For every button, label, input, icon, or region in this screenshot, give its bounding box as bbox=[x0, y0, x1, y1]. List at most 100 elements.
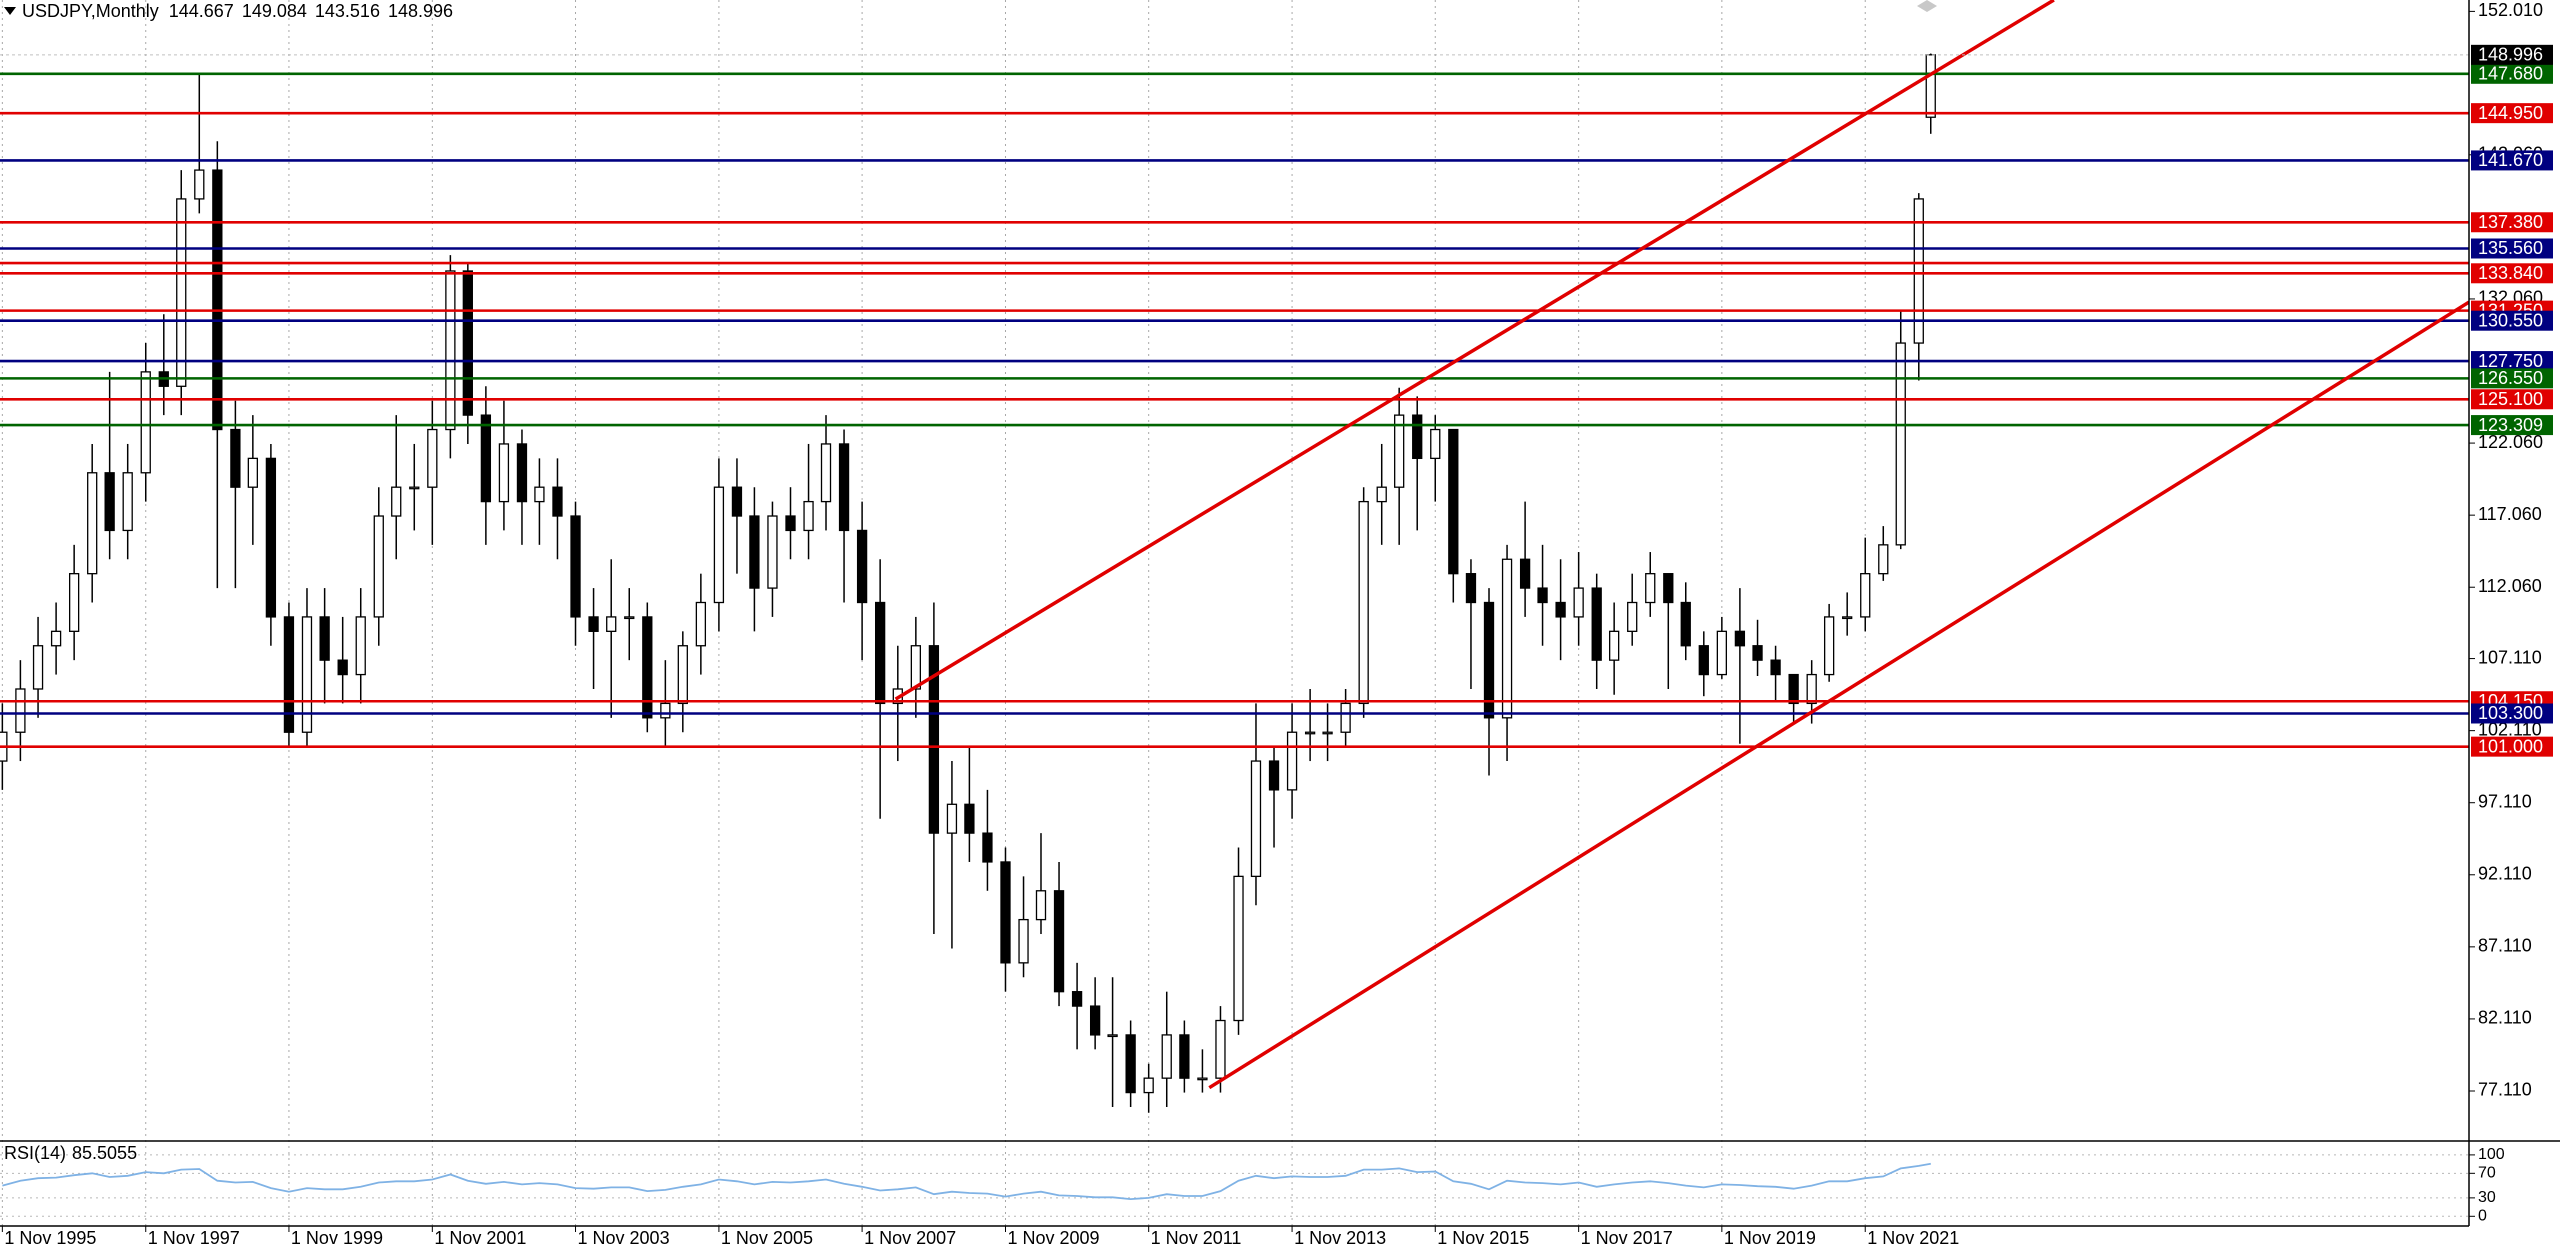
candle-body bbox=[498, 443, 510, 503]
level-label: 144.950 bbox=[2478, 103, 2543, 123]
candle-body bbox=[445, 270, 456, 431]
symbol-title: USDJPY,Monthly bbox=[22, 1, 159, 21]
candle-body bbox=[50, 630, 62, 647]
candle-body bbox=[1035, 890, 1047, 921]
current-price-box bbox=[2471, 44, 2553, 65]
y-tick-label: 87.110 bbox=[2478, 936, 2532, 956]
candle-body bbox=[1412, 414, 1423, 460]
candle-body bbox=[964, 803, 975, 834]
candle-body bbox=[1627, 601, 1638, 632]
candle-body bbox=[212, 169, 223, 431]
candle-body bbox=[140, 371, 151, 474]
x-tick-label: 1 Nov 2013 bbox=[1294, 1228, 1386, 1248]
candle-body bbox=[1197, 1077, 1208, 1081]
candle-body bbox=[874, 601, 886, 705]
x-tick-label: 1 Nov 2011 bbox=[1151, 1228, 1242, 1248]
candle-body bbox=[820, 443, 832, 503]
y-tick-label: 97.110 bbox=[2478, 791, 2532, 811]
level-label: 127.750 bbox=[2478, 351, 2543, 371]
header-high: 149.084 bbox=[242, 1, 307, 21]
level-label: 123.309 bbox=[2478, 415, 2543, 435]
candle-body bbox=[516, 443, 528, 503]
level-label-box bbox=[2471, 63, 2553, 84]
x-tick-label: 1 Nov 2005 bbox=[721, 1228, 813, 1248]
candle-body bbox=[660, 702, 671, 719]
candle-body bbox=[1842, 616, 1853, 620]
candle-body bbox=[87, 472, 98, 575]
candle-body bbox=[1161, 1034, 1172, 1079]
candle-body bbox=[1895, 342, 1906, 546]
candle-body bbox=[1663, 573, 1674, 604]
level-label: 141.670 bbox=[2478, 150, 2543, 170]
candle-body bbox=[1537, 587, 1548, 604]
candle-body bbox=[1609, 630, 1620, 661]
candle-body bbox=[1752, 645, 1763, 661]
candle-body bbox=[1770, 659, 1781, 676]
candle-body bbox=[1483, 601, 1495, 719]
candle-body bbox=[104, 472, 115, 532]
chart-header: USDJPY,Monthly 144.667 149.084 143.516 148.9… bbox=[22, 1, 453, 21]
level-label: 135.560 bbox=[2478, 238, 2543, 258]
candle-body bbox=[1806, 673, 1817, 705]
candle-body bbox=[1107, 1034, 1118, 1038]
rsi-header: RSI(14) 85.5055 bbox=[4, 1143, 137, 1163]
candle-body bbox=[1233, 875, 1244, 1022]
candle-body bbox=[1340, 702, 1351, 733]
x-tick-label: 1 Nov 2009 bbox=[1007, 1228, 1099, 1248]
y-tick-label: 117.060 bbox=[2478, 504, 2542, 524]
level-label-box bbox=[2471, 703, 2553, 724]
trend-line bbox=[1208, 300, 2469, 1090]
candle-body bbox=[1501, 558, 1513, 719]
rsi-name: RSI(14) bbox=[4, 1143, 66, 1163]
candle-body bbox=[856, 529, 868, 604]
candle-body bbox=[1000, 861, 1011, 964]
candle-body bbox=[713, 486, 725, 604]
candle-body bbox=[1430, 428, 1441, 460]
candle-body bbox=[1215, 1019, 1226, 1079]
level-label: 137.380 bbox=[2478, 212, 2543, 232]
y-tick-label: 122.060 bbox=[2478, 432, 2543, 452]
candle-body bbox=[1913, 198, 1924, 344]
header-open: 144.667 bbox=[169, 1, 234, 21]
candle-body bbox=[462, 270, 473, 416]
x-tick-label: 1 Nov 2007 bbox=[864, 1228, 956, 1248]
candle-body bbox=[1591, 587, 1602, 661]
candle-body bbox=[391, 486, 402, 517]
candle-body bbox=[1304, 731, 1316, 735]
candle-body bbox=[1071, 991, 1083, 1007]
candle-body bbox=[588, 616, 599, 632]
header-low: 143.516 bbox=[315, 1, 380, 21]
candle-body bbox=[606, 616, 617, 632]
candle-body bbox=[1394, 414, 1405, 488]
candle-body bbox=[319, 616, 330, 661]
candle-body bbox=[1268, 760, 1280, 791]
candle-body bbox=[194, 169, 205, 200]
candle-body bbox=[1716, 630, 1727, 676]
level-label-box bbox=[2471, 310, 2553, 331]
candle-body bbox=[552, 486, 563, 517]
menu-arrow bbox=[4, 7, 16, 15]
level-label: 130.550 bbox=[2478, 310, 2543, 330]
level-label-box bbox=[2471, 238, 2553, 259]
level-label-box bbox=[2471, 389, 2553, 410]
candle-body bbox=[1555, 601, 1566, 618]
candle-body bbox=[427, 428, 438, 488]
level-label-box bbox=[2471, 150, 2553, 171]
candle-body bbox=[265, 457, 277, 618]
candle-body bbox=[695, 601, 707, 647]
candle-body bbox=[68, 573, 80, 632]
x-tick-label: 1 Nov 2001 bbox=[434, 1228, 526, 1248]
candle-body bbox=[337, 659, 348, 676]
candle-body bbox=[1680, 601, 1691, 647]
candle-body bbox=[767, 515, 778, 589]
x-tick-label: 1 Nov 2017 bbox=[1581, 1228, 1673, 1248]
candle-body bbox=[1734, 630, 1746, 647]
candle-body bbox=[803, 500, 814, 532]
level-label-box bbox=[2471, 351, 2553, 372]
level-label: 103.300 bbox=[2478, 703, 2543, 723]
